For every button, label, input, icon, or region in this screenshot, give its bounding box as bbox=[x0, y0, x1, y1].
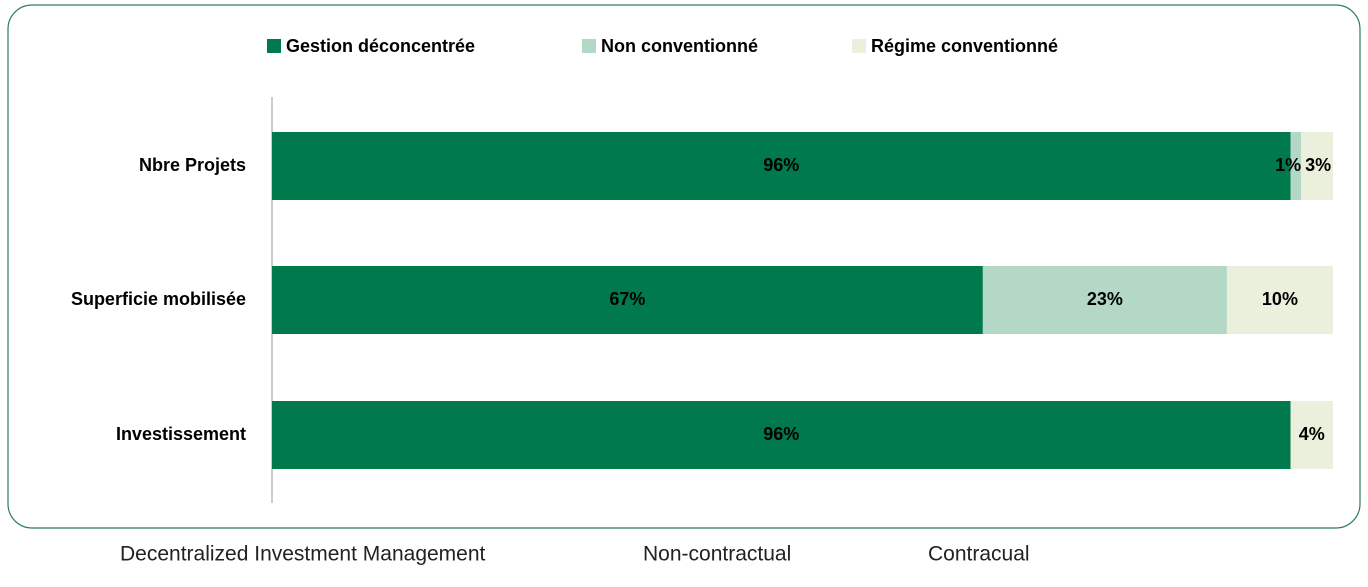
bar-segment bbox=[272, 401, 1291, 469]
data-label: 96% bbox=[763, 155, 799, 175]
legend-swatch bbox=[852, 39, 866, 53]
data-label: 10% bbox=[1262, 289, 1298, 309]
bar-segment bbox=[1290, 132, 1302, 200]
bar-segment bbox=[1290, 401, 1333, 469]
caption: Non-contractual bbox=[643, 543, 791, 566]
legend-label: Gestion déconcentrée bbox=[286, 36, 475, 56]
bar-segment bbox=[1301, 132, 1333, 200]
data-label: 67% bbox=[609, 289, 645, 309]
y-tick-label: Investissement bbox=[116, 424, 246, 444]
legend-label: Non conventionné bbox=[601, 36, 758, 56]
data-label: 1% bbox=[1275, 155, 1301, 175]
data-label: 3% bbox=[1305, 155, 1331, 175]
bar-segment bbox=[272, 132, 1291, 200]
legend-swatch bbox=[267, 39, 281, 53]
caption: Contracual bbox=[928, 543, 1030, 566]
data-label: 23% bbox=[1087, 289, 1123, 309]
data-label: 4% bbox=[1299, 424, 1325, 444]
bar-segment bbox=[272, 266, 983, 334]
y-tick-label: Superficie mobilisée bbox=[71, 289, 246, 309]
data-label: 96% bbox=[763, 424, 799, 444]
bar-segment bbox=[982, 266, 1227, 334]
bar-segment bbox=[1226, 266, 1333, 334]
legend-swatch bbox=[582, 39, 596, 53]
caption: Decentralized Investment Management bbox=[120, 543, 486, 566]
legend-label: Régime conventionné bbox=[871, 36, 1058, 56]
y-tick-label: Nbre Projets bbox=[139, 155, 246, 175]
